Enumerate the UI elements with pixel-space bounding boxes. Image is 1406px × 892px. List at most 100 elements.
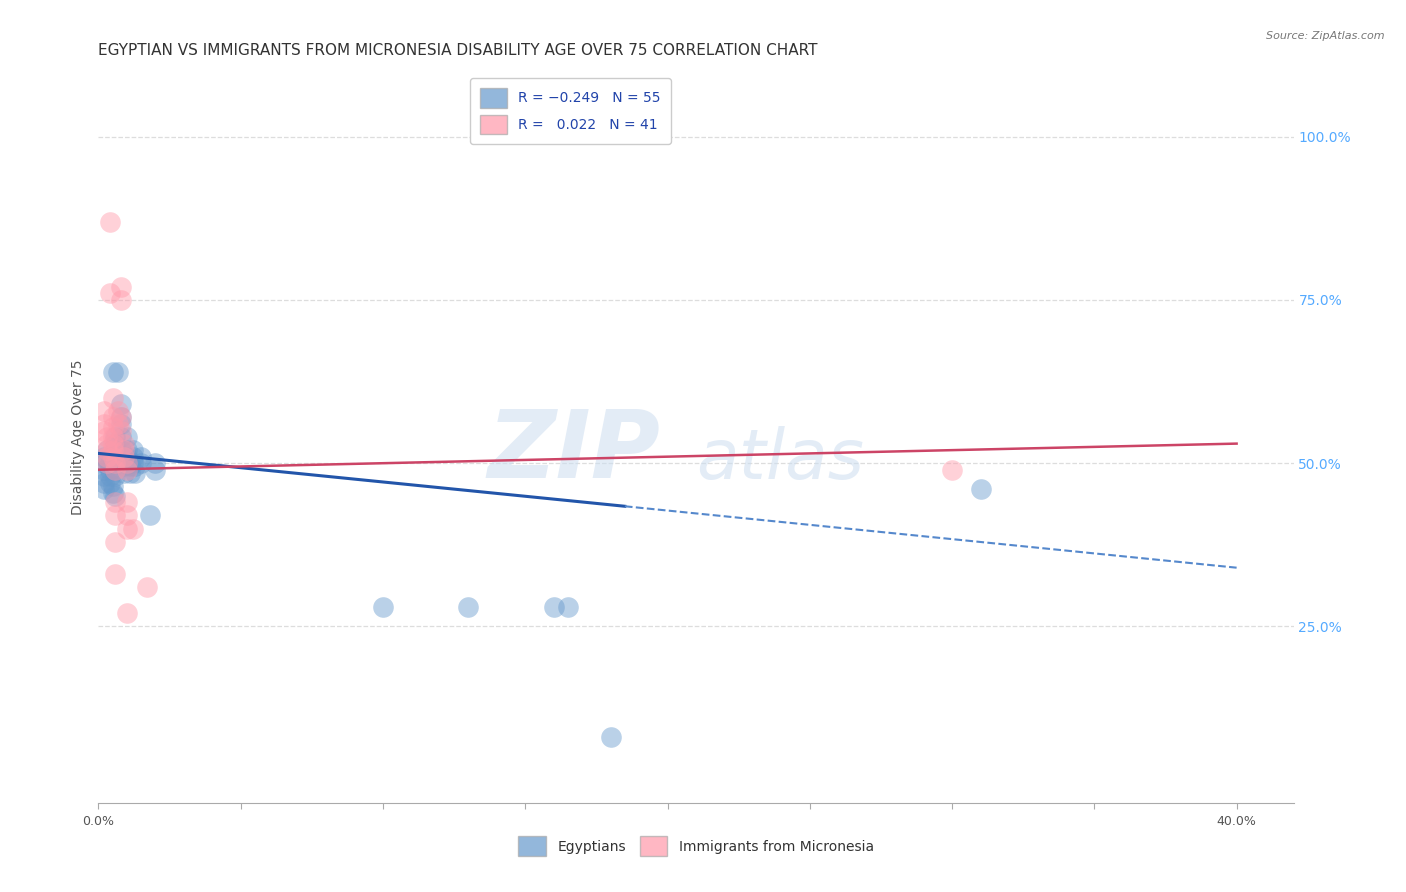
- Point: [101, 410, 124, 425]
- Point: [115, 443, 138, 458]
- Point: [129, 450, 152, 464]
- Point: [98, 286, 121, 301]
- Point: [110, 397, 132, 411]
- Point: [101, 365, 124, 379]
- Point: [96, 456, 118, 470]
- Point: [107, 417, 129, 431]
- Point: [110, 280, 132, 294]
- Point: [110, 410, 132, 425]
- Y-axis label: Disability Age Over 75: Disability Age Over 75: [72, 359, 86, 515]
- Point: [101, 443, 124, 458]
- Point: [101, 391, 124, 405]
- Point: [115, 607, 138, 621]
- Point: [110, 424, 132, 438]
- Point: [104, 567, 127, 582]
- Point: [104, 430, 127, 444]
- Point: [101, 436, 124, 450]
- Point: [115, 495, 138, 509]
- Point: [96, 453, 118, 467]
- Point: [101, 420, 124, 434]
- Point: [129, 456, 152, 470]
- Point: [110, 410, 132, 425]
- Point: [112, 459, 135, 474]
- Point: [112, 443, 135, 458]
- Point: [104, 443, 127, 458]
- Point: [93, 404, 115, 418]
- Text: EGYPTIAN VS IMMIGRANTS FROM MICRONESIA DISABILITY AGE OVER 75 CORRELATION CHART: EGYPTIAN VS IMMIGRANTS FROM MICRONESIA D…: [98, 43, 818, 58]
- Point: [969, 483, 991, 497]
- Point: [104, 469, 127, 483]
- Point: [110, 417, 132, 431]
- Point: [121, 456, 143, 470]
- Point: [118, 459, 141, 474]
- Point: [96, 436, 118, 450]
- Point: [104, 534, 127, 549]
- Point: [93, 417, 115, 431]
- Point: [101, 479, 124, 493]
- Point: [101, 485, 124, 500]
- Text: Source: ZipAtlas.com: Source: ZipAtlas.com: [1267, 31, 1385, 41]
- Point: [121, 450, 143, 464]
- Point: [104, 450, 127, 464]
- Point: [115, 508, 138, 523]
- Point: [93, 456, 115, 470]
- Point: [138, 508, 160, 523]
- Point: [98, 469, 121, 483]
- Point: [93, 424, 115, 438]
- Point: [110, 430, 132, 444]
- Point: [599, 731, 621, 745]
- Point: [143, 463, 166, 477]
- Point: [104, 463, 127, 477]
- Point: [115, 450, 138, 464]
- Point: [110, 450, 132, 464]
- Point: [557, 599, 579, 614]
- Point: [371, 599, 394, 614]
- Point: [457, 599, 479, 614]
- Point: [115, 430, 138, 444]
- Point: [543, 599, 565, 614]
- Point: [101, 430, 124, 444]
- Point: [96, 443, 118, 458]
- Point: [941, 463, 963, 477]
- Point: [112, 450, 135, 464]
- Point: [101, 450, 124, 464]
- Text: atlas: atlas: [696, 425, 863, 492]
- Point: [93, 450, 115, 464]
- Point: [143, 456, 166, 470]
- Point: [115, 521, 138, 535]
- Point: [93, 475, 115, 490]
- Point: [124, 459, 146, 474]
- Point: [110, 443, 132, 458]
- Point: [135, 580, 157, 594]
- Point: [93, 469, 115, 483]
- Point: [93, 463, 115, 477]
- Point: [104, 495, 127, 509]
- Legend: Egyptians, Immigrants from Micronesia: Egyptians, Immigrants from Micronesia: [513, 831, 879, 862]
- Point: [115, 456, 138, 470]
- Point: [124, 466, 146, 480]
- Point: [110, 293, 132, 307]
- Point: [98, 463, 121, 477]
- Point: [98, 214, 121, 228]
- Point: [104, 489, 127, 503]
- Point: [118, 466, 141, 480]
- Point: [121, 521, 143, 535]
- Point: [107, 404, 129, 418]
- Point: [104, 463, 127, 477]
- Point: [96, 430, 118, 444]
- Point: [93, 483, 115, 497]
- Point: [104, 456, 127, 470]
- Point: [112, 456, 135, 470]
- Text: ZIP: ZIP: [488, 406, 661, 498]
- Point: [121, 443, 143, 458]
- Point: [104, 456, 127, 470]
- Point: [112, 466, 135, 480]
- Point: [104, 436, 127, 450]
- Point: [118, 456, 141, 470]
- Point: [115, 463, 138, 477]
- Point: [96, 443, 118, 458]
- Point: [98, 475, 121, 490]
- Point: [98, 456, 121, 470]
- Point: [104, 508, 127, 523]
- Point: [112, 436, 135, 450]
